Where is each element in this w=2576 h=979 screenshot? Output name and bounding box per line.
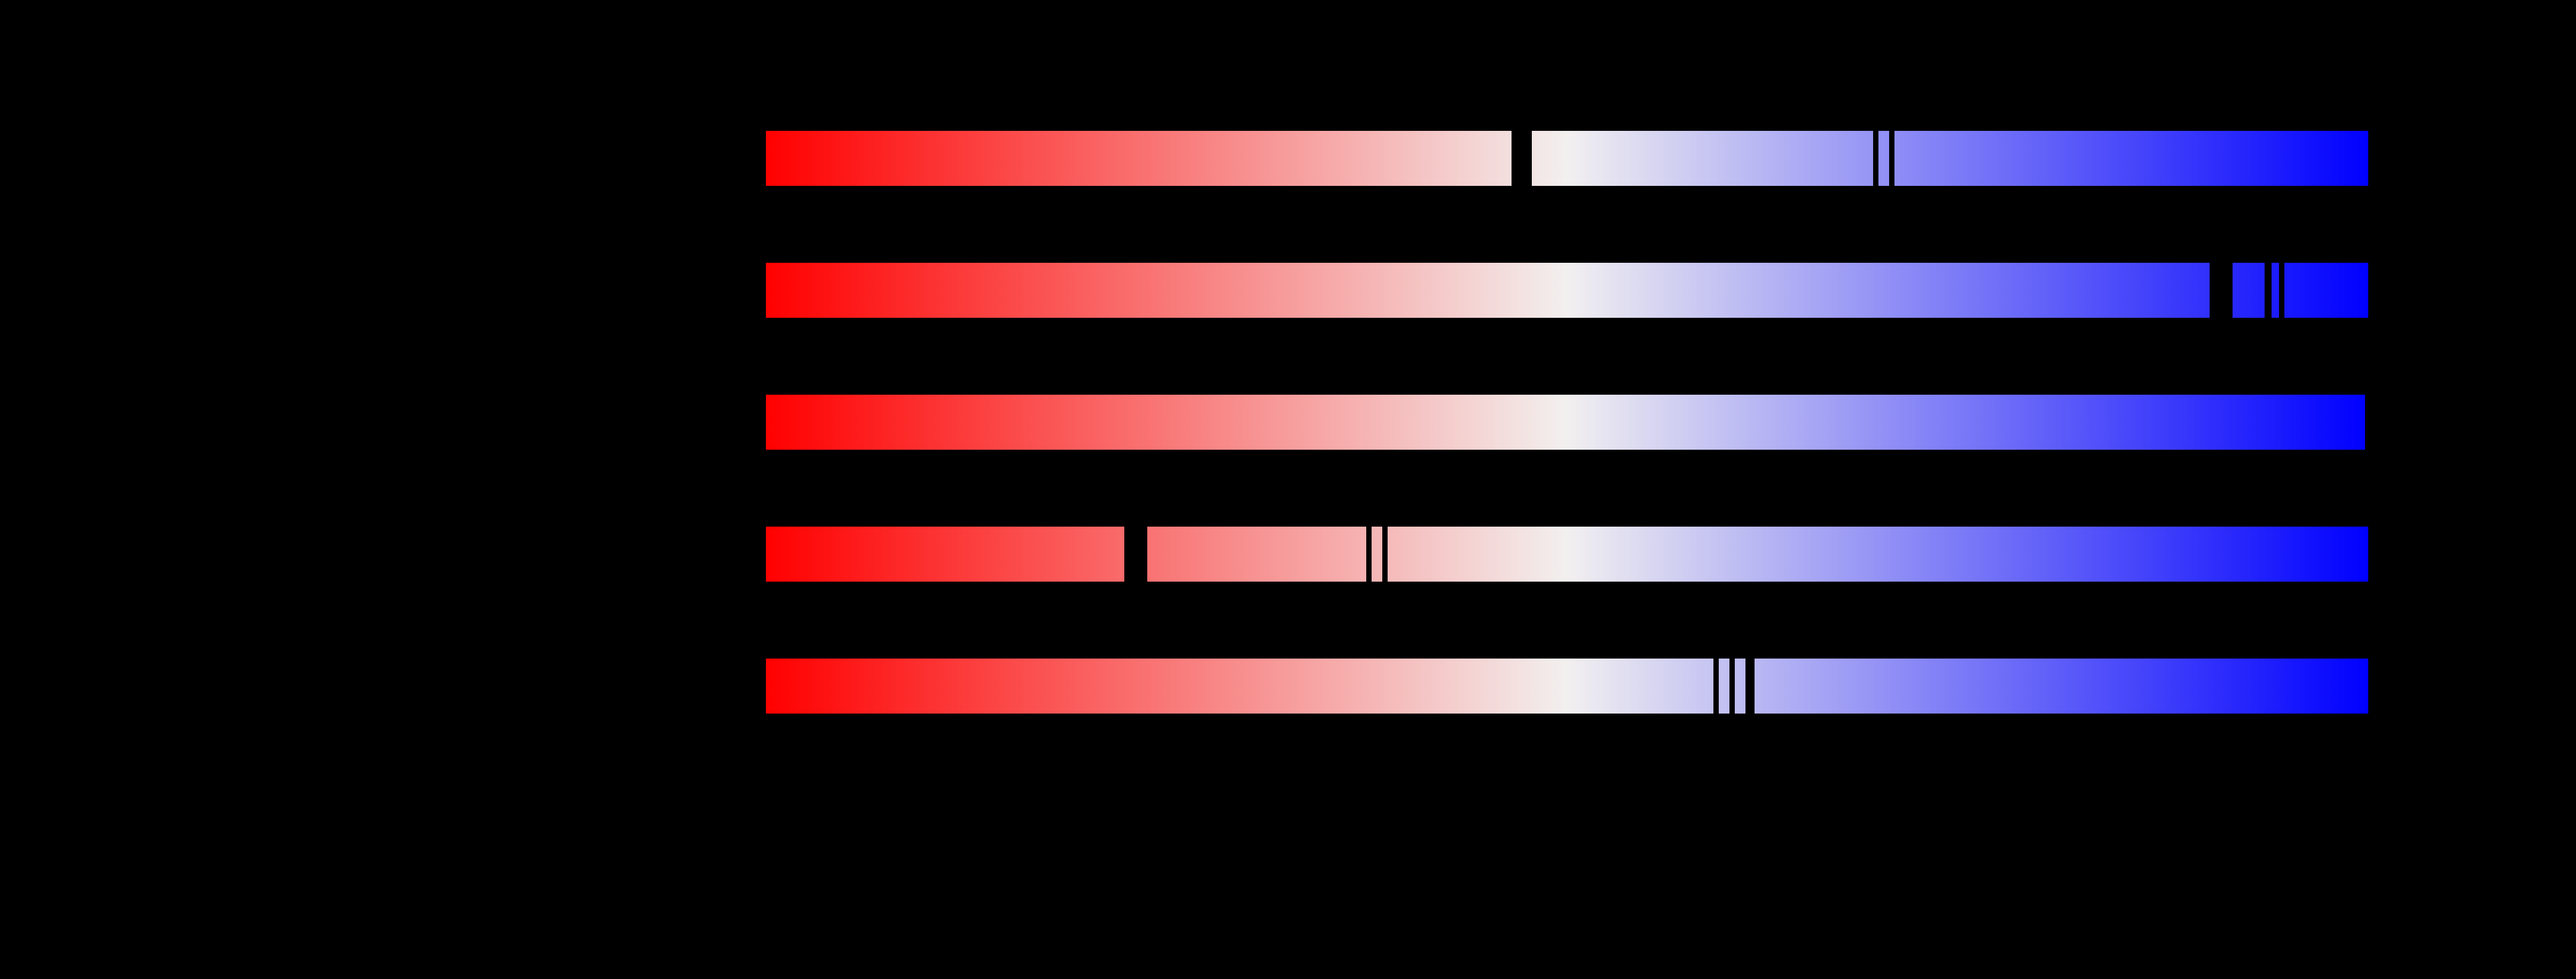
track-row[interactable]: Track 1	[674, 131, 2368, 186]
track-label: Track 4	[673, 541, 751, 567]
track-segment[interactable]	[766, 659, 1713, 714]
track-segment[interactable]	[766, 263, 2210, 318]
track-segment[interactable]	[1532, 131, 1873, 186]
track-segment[interactable]	[1719, 659, 1729, 714]
track-segment[interactable]	[2233, 263, 2265, 318]
track-row[interactable]: Track 4	[674, 527, 2368, 582]
track-segment[interactable]	[1878, 131, 1889, 186]
track-segment[interactable]	[1735, 659, 1745, 714]
track-segment[interactable]	[1372, 527, 1382, 582]
track-segment[interactable]	[766, 395, 2365, 450]
track-segment[interactable]	[1755, 659, 2368, 714]
track-segment[interactable]	[766, 131, 1512, 186]
track-segment[interactable]	[2284, 263, 2368, 318]
track-row[interactable]: Track 2	[674, 263, 2368, 318]
track-segment[interactable]	[1147, 527, 1366, 582]
track-label: Track 1	[673, 145, 751, 171]
track-label: Track 5	[673, 672, 751, 699]
track-row[interactable]: Track 3	[674, 395, 2365, 450]
track-label: Track 3	[673, 409, 751, 435]
track-segment[interactable]	[2272, 263, 2279, 318]
track-segment[interactable]	[766, 527, 1124, 582]
track-segment[interactable]	[1388, 527, 2368, 582]
track-row[interactable]: Track 5	[674, 659, 2368, 714]
track-segment[interactable]	[1894, 131, 2368, 186]
track-label: Track 2	[673, 277, 751, 303]
